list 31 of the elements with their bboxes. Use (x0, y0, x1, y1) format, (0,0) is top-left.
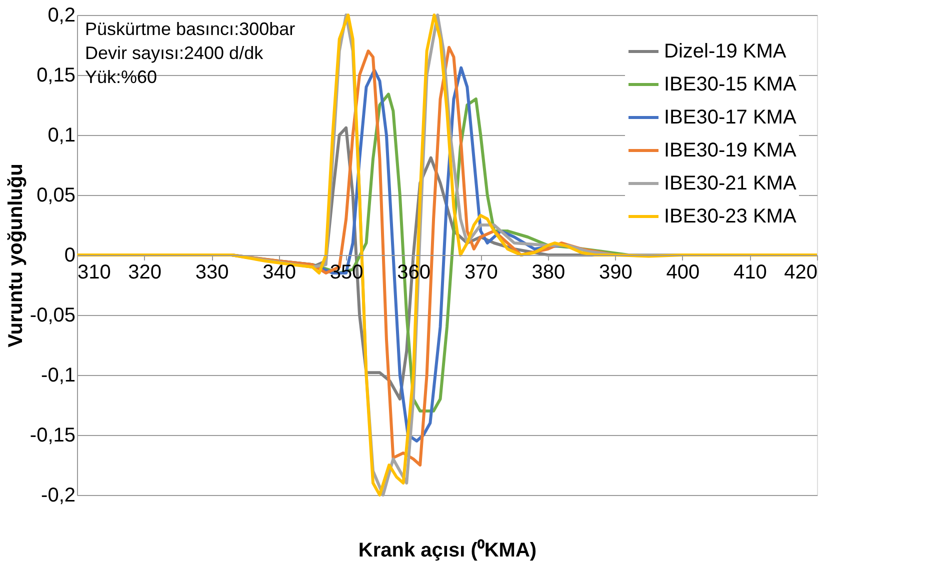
y-tick-label: 0 (64, 244, 76, 266)
legend-label: Dizel-19 KMA (664, 40, 787, 62)
y-tick-label: -0,2 (41, 484, 76, 506)
legend-label: IBE30-17 KMA (664, 106, 797, 128)
x-axis-title: Krank açısı (⁰KMA) (358, 538, 537, 562)
x-tick-label: 400 (666, 262, 700, 284)
x-tick-label: 310 (78, 262, 111, 284)
legend-label: IBE30-19 KMA (664, 140, 797, 162)
y-tick-label: -0,1 (41, 364, 76, 386)
x-tick-label: 380 (532, 262, 566, 284)
y-tick-label: 0,1 (48, 124, 76, 146)
legend-label: IBE30-21 KMA (664, 172, 797, 194)
x-tick-label: 420 (784, 262, 818, 284)
annotation: Devir sayısı:2400 d/dk (85, 43, 264, 63)
x-tick-label: 340 (262, 262, 296, 284)
line-series (76, 14, 818, 496)
y-tick-label: 0,2 (48, 4, 76, 26)
annotation: Püskürtme basıncı:300bar (85, 19, 296, 39)
y-tick-label: -0,15 (30, 424, 76, 446)
y-axis-title: Vuruntu yoğunluğu (4, 164, 27, 348)
x-tick-label: 410 (734, 262, 767, 284)
annotation: Yük:%60 (85, 67, 158, 87)
legend-label: IBE30-15 KMA (664, 74, 797, 96)
x-tick-label: 370 (464, 262, 498, 284)
y-tick-label: 0,15 (36, 64, 76, 86)
x-tick-label: 320 (128, 262, 162, 284)
x-tick-label: 330 (195, 262, 229, 284)
x-tick-label: 390 (598, 262, 632, 284)
y-tick-label: 0,05 (36, 184, 76, 206)
y-tick-label: -0,05 (30, 304, 76, 326)
legend-label: IBE30-23 KMA (664, 206, 797, 228)
